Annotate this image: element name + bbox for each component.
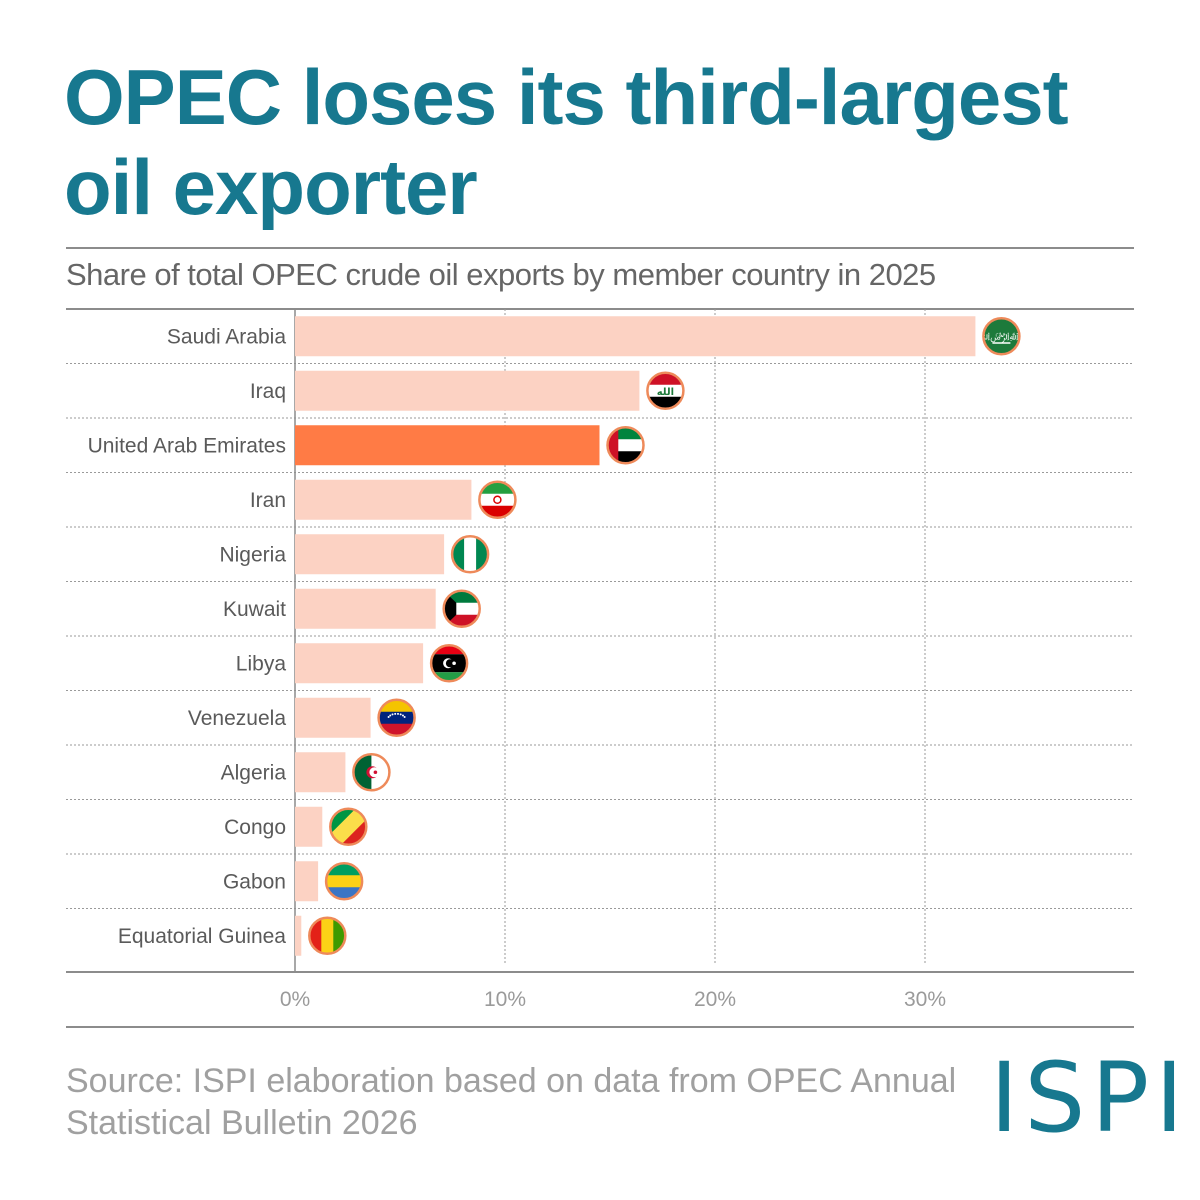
algeria-flag-icon: [352, 753, 391, 792]
category-label-libya: Libya: [236, 652, 287, 675]
bar-nigeria: [295, 534, 445, 575]
flag-ring: [478, 480, 517, 519]
uae-flag-icon: [606, 426, 645, 465]
flag-ring: [606, 426, 645, 465]
category-label-kuwait: Kuwait: [223, 598, 286, 621]
flag-ring: [429, 644, 469, 683]
bar-chart: Saudi Arabia ﷽ Iraq الله United Arab Emirate…: [66, 309, 1134, 1011]
x-tick-label-20: 20%: [694, 988, 736, 1011]
category-label-nigeria: Nigeria: [219, 543, 286, 566]
flag-ring: [982, 317, 1021, 356]
bottom-divider: [66, 1026, 1134, 1028]
gabon-flag-icon: [324, 862, 364, 901]
iraq-flag-icon: الله: [646, 371, 685, 410]
libya-flag-icon: [429, 644, 469, 683]
chart-subtitle: Share of total OPEC crude oil exports by…: [66, 257, 936, 292]
kuwait-flag-icon: [442, 589, 481, 628]
flag-ring: [442, 589, 481, 628]
bar-united-arab-emirates: [295, 425, 600, 466]
category-label-gabon: Gabon: [223, 870, 286, 893]
category-label-equatorial-guinea: Equatorial Guinea: [118, 925, 286, 948]
bar-equatorial-guinea: [295, 915, 302, 956]
page-title: OPEC loses its third-largest oil exporte…: [64, 53, 1069, 231]
top-divider: [66, 247, 1134, 249]
category-label-saudi-arabia: Saudi Arabia: [167, 325, 286, 348]
category-label-iraq: Iraq: [250, 380, 286, 403]
bar-saudi-arabia: [295, 316, 976, 357]
svg-text:﷽: ﷽: [963, 331, 1040, 343]
category-label-algeria: Algeria: [221, 761, 287, 784]
flag-ring: [308, 916, 347, 955]
category-label-united-arab-emirates: United Arab Emirates: [88, 434, 286, 457]
svg-text:الله: الله: [657, 387, 674, 398]
subtitle-divider: [66, 308, 1134, 310]
x-tick-label-0: 0%: [280, 988, 310, 1011]
congo-flag-icon: [329, 807, 368, 846]
bar-gabon: [295, 861, 319, 902]
source-note: Source: ISPI elaboration based on data f…: [66, 1062, 957, 1142]
ispi-logo: ISPI: [990, 1042, 1190, 1154]
bar-algeria: [295, 752, 346, 793]
nigeria-flag-icon: [450, 535, 490, 574]
category-label-congo: Congo: [224, 816, 286, 839]
venezuela-flag-icon: [377, 698, 416, 737]
saudi-arabia-flag-icon: ﷽: [963, 317, 1040, 356]
bar-venezuela: [295, 697, 371, 738]
flag-ring: [352, 753, 391, 792]
flag-ring: [646, 371, 685, 410]
flag-ring: [450, 535, 490, 574]
bar-iraq: [295, 370, 640, 411]
bar-libya: [295, 643, 424, 684]
category-label-venezuela: Venezuela: [188, 707, 286, 730]
bar-kuwait: [295, 588, 436, 629]
iran-flag-icon: [478, 480, 517, 519]
category-label-iran: Iran: [250, 489, 286, 512]
flag-ring: [329, 807, 368, 846]
equatorial-guinea-flag-icon: [308, 916, 347, 955]
x-tick-label-30: 30%: [904, 988, 946, 1011]
bar-iran: [295, 479, 472, 520]
bar-congo: [295, 806, 323, 847]
x-tick-label-10: 10%: [484, 988, 526, 1011]
flag-ring: [377, 698, 416, 737]
flag-ring: [324, 862, 364, 901]
